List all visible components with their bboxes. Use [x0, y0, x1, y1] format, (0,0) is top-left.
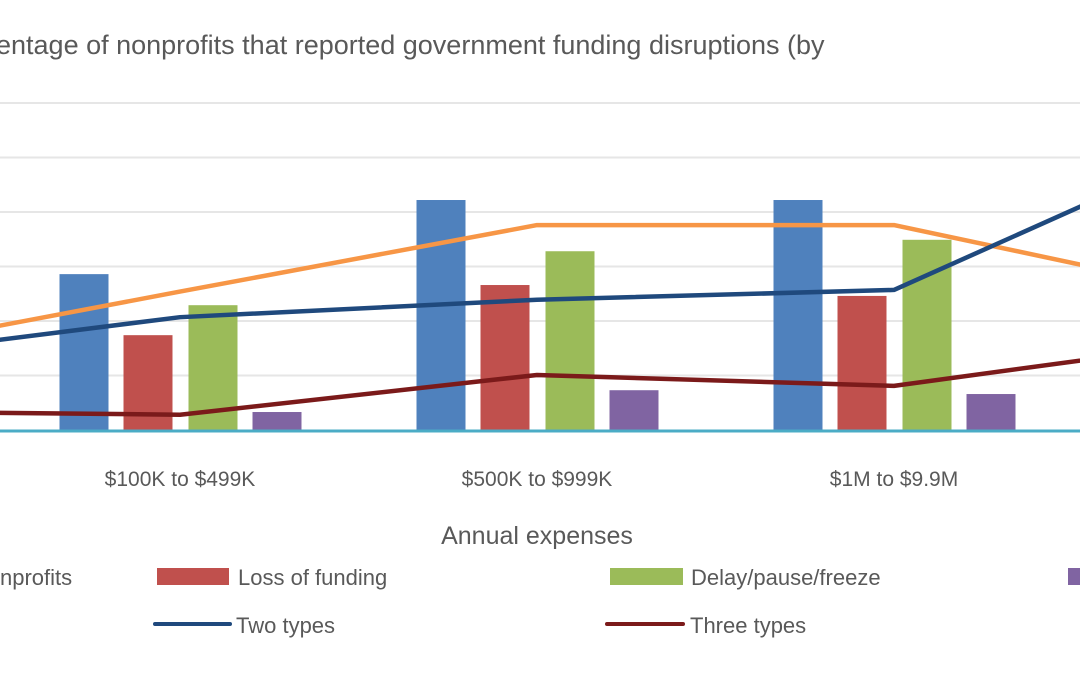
legend-label-nprofits: nprofits [0, 565, 72, 590]
lines [0, 204, 1080, 417]
x-tick-labels: $100K to $499K $500K to $999K $1M to $9.9M [105, 468, 959, 491]
x-tick-label: $500K to $999K [462, 468, 613, 491]
legend-label-three-types: Three types [690, 613, 806, 638]
legend-swatch-delay [610, 568, 683, 585]
line-series [0, 204, 1080, 342]
bar [773, 200, 823, 430]
legend: nprofits Loss of funding Delay/pause/fre… [0, 565, 1080, 638]
bar [416, 200, 466, 430]
x-tick-label: $1M to $9.9M [830, 468, 958, 491]
chart-title: entage of nonprofits that reported gover… [0, 30, 825, 60]
bar [609, 390, 659, 430]
bar [966, 394, 1016, 430]
legend-swatch-loss [157, 568, 229, 585]
legend-label-two-types: Two types [236, 613, 335, 638]
bar [837, 295, 887, 430]
bar [252, 412, 302, 430]
bar [902, 239, 952, 430]
gridlines [0, 102, 1080, 377]
bar [480, 285, 530, 430]
bar [545, 251, 595, 430]
x-tick-label: $100K to $499K [105, 468, 256, 491]
legend-swatch-purple [1068, 568, 1080, 585]
bar [59, 274, 109, 430]
x-axis-title: Annual expenses [441, 522, 633, 550]
legend-label-loss: Loss of funding [238, 565, 387, 590]
line-series [0, 358, 1080, 417]
line-series [0, 222, 1080, 328]
legend-label-delay: Delay/pause/freeze [691, 565, 881, 590]
